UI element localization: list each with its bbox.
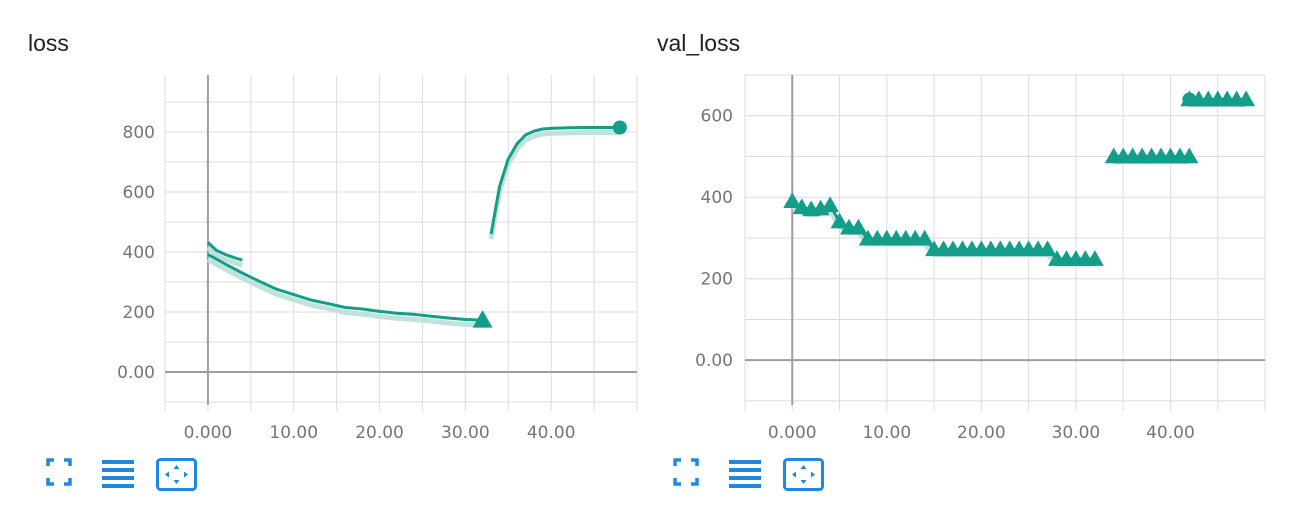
triangle-marker	[849, 218, 868, 235]
triangle-marker	[1038, 240, 1057, 257]
y-tick-label: 200	[701, 270, 733, 290]
x-tick-label: 0.000	[768, 423, 817, 443]
triangle-marker	[1085, 250, 1104, 266]
triangle-marker	[821, 196, 840, 213]
circle-marker	[1182, 92, 1197, 107]
fit-domain-button[interactable]	[783, 458, 824, 492]
val-loss-chart[interactable]: 0.00 200 400 600 0.000 10.00 20.00 30.00 40.00	[645, 0, 1285, 517]
y-tick-label: 200	[123, 303, 155, 323]
triangle-marker	[783, 192, 802, 209]
toggle-log-scale-button[interactable]	[100, 458, 140, 492]
triangle-marker	[915, 229, 934, 246]
chart-title: loss	[28, 30, 69, 56]
y-tick-label: 0.00	[695, 351, 733, 371]
y-tick-label: 400	[701, 188, 733, 208]
fit-domain-icon	[156, 458, 197, 491]
fullscreen-icon	[673, 458, 699, 486]
fullscreen-button[interactable]	[44, 458, 84, 492]
y-tick-label: 800	[123, 123, 155, 143]
loss-chart[interactable]: 0.00 200 400 600 800 0.000 10.00 20.00 30.00 40.0…	[0, 0, 640, 517]
y-tick-label: 600	[701, 107, 733, 127]
x-tick-label: 20.00	[957, 423, 1006, 443]
x-tick-label: 30.00	[441, 423, 490, 443]
x-tick-label: 40.00	[1146, 423, 1195, 443]
list-lines-icon	[729, 460, 761, 488]
y-tick-label: 0.00	[117, 363, 155, 383]
series-line	[489, 126, 620, 235]
triangle-marker	[830, 212, 849, 229]
series-raw-line	[206, 257, 483, 328]
x-tick-label: 10.00	[862, 423, 911, 443]
y-tick-label: 600	[123, 183, 155, 203]
fullscreen-icon	[46, 458, 72, 486]
triangle-marker	[472, 310, 493, 328]
series-raw-line	[488, 130, 620, 240]
x-tick-label: 20.00	[355, 423, 404, 443]
series-line	[206, 241, 243, 262]
loss-card: loss 0.00 200 400 600 800 0.000 10.00 20.00 30.0…	[0, 0, 640, 517]
val-loss-card: val_loss 0.00 200 400 600 0.000 10.00 20.00 30.…	[645, 0, 1285, 517]
circle-marker	[612, 120, 627, 135]
toggle-log-scale-button[interactable]	[727, 458, 767, 492]
triangle-marker	[1237, 90, 1256, 107]
x-tick-label: 10.00	[269, 423, 318, 443]
fullscreen-button[interactable]	[671, 458, 711, 492]
y-tick-label: 400	[123, 243, 155, 263]
fit-domain-icon	[783, 458, 824, 491]
triangle-marker	[1180, 147, 1199, 164]
series-raw-line	[206, 245, 243, 268]
chart-title: val_loss	[657, 30, 741, 56]
x-tick-label: 30.00	[1052, 423, 1101, 443]
series-line	[207, 253, 483, 322]
fit-domain-button[interactable]	[156, 458, 197, 492]
x-tick-label: 40.00	[527, 423, 576, 443]
list-lines-icon	[102, 460, 134, 488]
x-tick-label: 0.000	[184, 423, 233, 443]
